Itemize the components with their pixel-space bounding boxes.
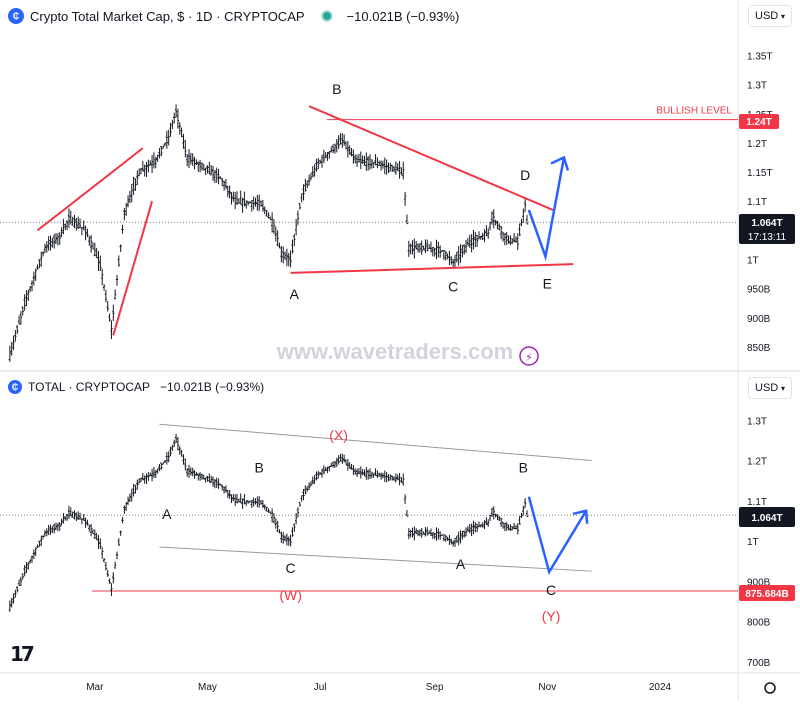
projection-path-bottom xyxy=(527,496,588,576)
top-last-price-tag xyxy=(739,214,795,244)
bottom-change-value: −10.021B (−0.93%) xyxy=(160,380,265,394)
wave-label-x: (X) xyxy=(329,427,348,443)
price-axis-label: 1.2T xyxy=(747,139,767,150)
price-axis-label: 850B xyxy=(747,343,771,354)
chevron-down-icon: ▾ xyxy=(780,383,785,393)
top-currency-selector[interactable]: USD ▾ xyxy=(748,5,792,27)
wave-label-y: (Y) xyxy=(542,608,561,624)
top-last-price-value: 1.064T xyxy=(751,218,782,229)
price-axis-label: 800B xyxy=(747,618,771,629)
bottom-pane-header: ₵ TOTAL · CRYPTOCAP −10.021B (−0.93%) xyxy=(8,380,264,394)
support-level-tag xyxy=(739,585,795,601)
crypto-logo-icon: ₵ xyxy=(8,8,24,24)
channel-lower-line xyxy=(159,546,592,572)
price-axis-label: 1.3T xyxy=(747,81,767,92)
time-axis-label: Nov xyxy=(538,682,556,693)
time-axis-label: Jul xyxy=(314,682,327,693)
bullish-level-tag xyxy=(739,114,779,129)
wave-label-c: C xyxy=(546,582,556,598)
bottom-chart-title[interactable]: TOTAL · CRYPTOCAP xyxy=(28,380,151,394)
time-axis-label: Mar xyxy=(86,682,104,693)
triangle-upper-line xyxy=(308,105,554,211)
top-pane-header: ₵ Crypto Total Market Cap, $ · 1D · CRYP… xyxy=(8,8,459,24)
wave-label-a: A xyxy=(162,506,172,522)
lightning-icon-glyph: ⚡ xyxy=(525,351,533,364)
wave-label-e: E xyxy=(543,276,552,292)
crypto-logo-icon: ₵ xyxy=(8,380,22,394)
time-axis-label: 2024 xyxy=(649,682,672,693)
projection-path xyxy=(527,157,566,262)
wave-label-b: B xyxy=(332,81,341,97)
price-axis-label: 1.1T xyxy=(747,497,767,508)
wave-label-a: A xyxy=(290,286,300,302)
market-status-icon[interactable] xyxy=(320,10,333,22)
wave-label-a: A xyxy=(456,556,466,572)
bottom-last-price-value: 1.064T xyxy=(751,513,782,524)
price-axis-label: 1.2T xyxy=(747,457,767,468)
triangle-lower-line xyxy=(290,263,574,274)
time-axis-label: Sep xyxy=(426,682,444,693)
watermark-text: www.wavetraders.com xyxy=(276,339,513,364)
wave-label-b: B xyxy=(255,460,264,476)
bottom-currency-label: USD xyxy=(755,382,779,394)
tradingview-logo[interactable]: 17 xyxy=(10,642,35,666)
price-axis-label: 1.1T xyxy=(747,197,767,208)
wave-label-c: C xyxy=(286,560,296,576)
bullish-level-tag-value: 1.24T xyxy=(746,117,772,128)
wave-label-w: (W) xyxy=(279,587,302,603)
wave-label-c: C xyxy=(448,279,458,295)
top-currency-label: USD xyxy=(755,10,779,22)
price-axis-label: 1.15T xyxy=(747,168,773,179)
projection-arrowhead-bottom xyxy=(572,509,589,524)
countdown-value: 17:13:11 xyxy=(748,232,787,243)
channel-upper-line xyxy=(159,423,592,461)
wave-trendline-upper xyxy=(36,147,144,232)
lightning-icon[interactable] xyxy=(519,346,539,366)
time-axis-label: May xyxy=(198,682,217,693)
chevron-down-icon: ▾ xyxy=(780,11,785,21)
price-axis-label: 900B xyxy=(747,577,771,588)
top-change-value: −10.021B (−0.93%) xyxy=(346,8,460,24)
bottom-last-price-tag xyxy=(739,507,795,527)
bullish-level-label: BULLISH LEVEL xyxy=(656,106,732,117)
wave-trendline-lower xyxy=(112,200,154,336)
bottom-currency-selector[interactable]: USD ▾ xyxy=(748,377,792,399)
wave-label-d: D xyxy=(520,167,530,183)
wave-label-b: B xyxy=(519,460,528,476)
price-axis-label: 1.35T xyxy=(747,51,773,62)
price-axis-label: 1.3T xyxy=(747,416,767,427)
gear-icon[interactable] xyxy=(764,682,776,694)
price-axis-label: 1T xyxy=(747,537,759,548)
top-chart-title[interactable]: Crypto Total Market Cap, $ · 1D · CRYPTO… xyxy=(30,8,305,24)
price-axis-label: 950B xyxy=(747,285,771,296)
support-level-tag-value: 875.684B xyxy=(745,589,788,600)
price-axis-label: 700B xyxy=(747,658,771,669)
projection-arrowhead xyxy=(550,155,570,171)
price-axis-label: 900B xyxy=(747,314,771,325)
price-axis-label: 1T xyxy=(747,256,759,267)
